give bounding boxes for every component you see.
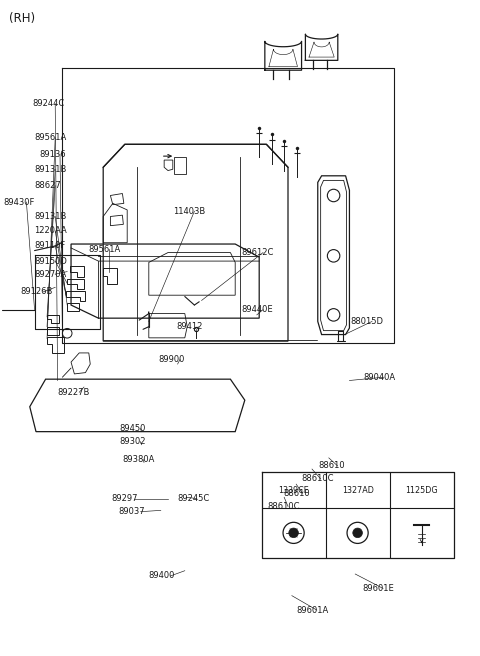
Text: 89380A: 89380A [122, 455, 155, 464]
Text: 89110F: 89110F [35, 241, 66, 251]
Text: 88015D: 88015D [350, 317, 384, 326]
Text: 89601A: 89601A [297, 605, 329, 615]
Text: 11403B: 11403B [173, 207, 205, 216]
Circle shape [353, 528, 362, 538]
Text: 89131B: 89131B [35, 212, 67, 221]
Circle shape [289, 528, 299, 538]
Text: 88610C: 88610C [301, 474, 334, 483]
Text: 89040A: 89040A [364, 373, 396, 382]
Text: 89302: 89302 [119, 437, 145, 446]
Text: 1327AD: 1327AD [342, 485, 373, 495]
Text: 89430F: 89430F [4, 197, 35, 207]
Text: 1125DG: 1125DG [405, 485, 438, 495]
Text: 1220AA: 1220AA [35, 226, 67, 236]
Text: 89270A: 89270A [35, 270, 67, 279]
Text: 89150D: 89150D [35, 256, 67, 266]
Text: 89601E: 89601E [362, 584, 394, 593]
Text: 88610: 88610 [283, 489, 310, 498]
Text: 89244C: 89244C [33, 99, 65, 108]
Text: 89131B: 89131B [35, 165, 67, 174]
Text: 89412: 89412 [177, 322, 203, 331]
Text: 89245C: 89245C [178, 494, 210, 503]
Text: 89561A: 89561A [89, 245, 121, 254]
Text: 89136: 89136 [39, 150, 66, 159]
Text: 89561A: 89561A [35, 133, 67, 142]
Text: 89612C: 89612C [241, 248, 273, 257]
Text: 89440E: 89440E [241, 305, 273, 314]
Text: 89450: 89450 [119, 424, 145, 433]
Text: 1339CE: 1339CE [278, 485, 309, 495]
Text: 88627: 88627 [35, 181, 61, 190]
Text: 88610C: 88610C [268, 502, 300, 511]
Text: 89297: 89297 [112, 494, 138, 503]
Text: 88610: 88610 [318, 461, 345, 470]
Text: 89227B: 89227B [58, 388, 90, 397]
Text: 89900: 89900 [158, 355, 185, 364]
Text: 89400: 89400 [149, 571, 175, 581]
Text: 89126B: 89126B [20, 287, 52, 297]
Text: (RH): (RH) [9, 12, 35, 25]
Text: 89037: 89037 [119, 507, 145, 516]
